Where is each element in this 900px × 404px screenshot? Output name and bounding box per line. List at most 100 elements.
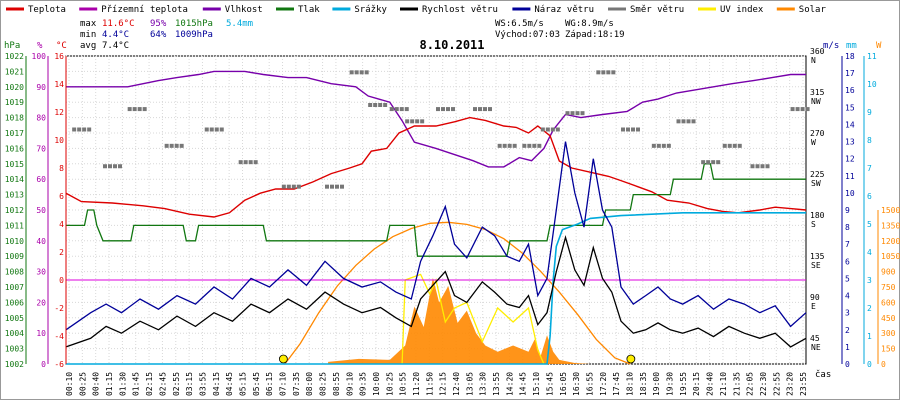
axis-wind-tick: 12 (845, 155, 855, 164)
axis-unit-hpa: hPa (4, 41, 20, 51)
axis-solar-tick: 450 (881, 314, 896, 323)
axis-pressure-tick: 1002 (5, 360, 24, 369)
axis-temperature-tick: 6 (59, 192, 64, 201)
axis-rain-tick: 1 (867, 332, 872, 341)
axis-pressure-tick: 1012 (5, 206, 24, 215)
axis-pressure-tick: 1014 (5, 175, 24, 184)
axis-pressure-tick: 1008 (5, 268, 24, 277)
axis-winddir-deg: 45 (810, 334, 820, 343)
axis-winddir-label: W (811, 138, 816, 147)
axis-winddir-deg: 135 (810, 252, 825, 261)
axis-winddir-label: SW (811, 179, 821, 188)
wind-direction-mark (701, 160, 706, 165)
axis-pressure-tick: 1006 (5, 298, 24, 307)
axis-rain-tick: 3 (867, 276, 872, 285)
legend-label: Rychlost větru (422, 5, 498, 15)
axis-humidity-tick: 100 (32, 52, 47, 61)
axis-rain-tick: 4 (867, 248, 872, 257)
legend-label: Vlhkost (225, 5, 263, 15)
x-tick-label: 01:45 (132, 372, 141, 396)
wind-direction-mark (676, 119, 681, 124)
axis-wind-tick: 3 (845, 309, 850, 318)
wind-direction-mark (394, 107, 399, 112)
axis-humidity-tick: 60 (36, 175, 46, 184)
wind-direction-mark (389, 107, 394, 112)
axis-temperature-tick: 8 (59, 164, 64, 173)
series-tlak (66, 163, 806, 257)
axis-humidity-tick: 30 (36, 268, 46, 277)
wind-direction-mark (248, 160, 253, 165)
x-tick-label: 07:10 (279, 372, 288, 396)
wind-direction-mark (87, 127, 92, 132)
axis-rain-tick: 10 (867, 80, 877, 89)
x-tick-label: 19:30 (666, 372, 675, 396)
axis-unit-wind: m/s (823, 41, 839, 51)
x-tick-label: 16:05 (559, 372, 568, 396)
axis-wind-tick: 13 (845, 138, 855, 147)
axis-winddir-deg: 225 (810, 170, 825, 179)
wind-direction-mark (77, 127, 82, 132)
x-tick-label: 00:25 (78, 372, 87, 396)
wind-direction-mark (164, 143, 169, 148)
legend: Teplota Přízemní teplota Vlhkost Tlak Srážky… (6, 5, 826, 15)
wind-direction-mark (214, 127, 219, 132)
series-teplota (65, 116, 807, 218)
axis-winddir-label: S (811, 220, 816, 229)
wind-direction-mark (451, 107, 455, 112)
axis-rain-tick: 9 (867, 108, 872, 117)
wind-direction-mark (127, 107, 132, 112)
wind-direction-mark (755, 164, 760, 169)
axis-wind-tick: 4 (845, 292, 850, 301)
axis-wind-tick: 10 (845, 189, 855, 198)
axis-unit-labels: hPa % °C mm m/s W (4, 41, 882, 51)
wind-direction-mark (420, 119, 425, 124)
x-tick-label: 13:05 (465, 372, 474, 396)
stats-min-label: min (80, 30, 96, 40)
wind-direction-mark (532, 143, 537, 148)
info-sunset: Západ:18:19 (565, 30, 625, 40)
wind-direction-mark (555, 127, 560, 132)
legend-label: Teplota (28, 5, 66, 15)
x-tick-label: 18:35 (639, 372, 648, 396)
wind-direction-mark (706, 160, 711, 165)
axis-pressure-tick: 1009 (5, 252, 24, 261)
wind-direction-mark (722, 143, 727, 148)
wind-direction-mark (631, 127, 635, 132)
wind-direction-mark (364, 70, 369, 75)
x-tick-label: 12:15 (439, 372, 448, 396)
series-naraz-vetru (65, 141, 807, 331)
wind-direction-mark (651, 143, 656, 148)
axis-temperature-tick: 12 (54, 108, 64, 117)
x-tick-label: 11:50 (425, 372, 434, 396)
axis-temperature-tick: 2 (59, 248, 64, 257)
axis-winddir-deg: 270 (810, 129, 825, 138)
x-tick-label: 22:05 (746, 372, 755, 396)
x-tick-label: 08:55 (332, 372, 341, 396)
x-tick-label: 13:30 (479, 372, 488, 396)
info-sunrise: Východ:07:03 (495, 30, 560, 40)
axis-humidity-tick: 20 (36, 298, 46, 307)
x-tick-label: 22:55 (772, 372, 781, 396)
axis-pressure-tick: 1004 (5, 329, 24, 338)
wind-direction-mark (596, 70, 601, 75)
wind-direction-mark (113, 164, 117, 169)
legend-label: Náraz větru (534, 5, 594, 15)
x-tick-label: 14:20 (505, 372, 514, 396)
x-tick-label: 11:20 (412, 372, 421, 396)
axis-wind-tick: 15 (845, 103, 855, 112)
axis-winddir-deg: 90 (810, 293, 820, 302)
wind-direction-mark (209, 127, 214, 132)
wind-direction-mark (404, 107, 409, 112)
wind-direction-mark (502, 143, 507, 148)
wind-direction-mark (527, 143, 532, 148)
axis-wind-tick: 7 (845, 240, 850, 249)
wind-sun-info: WS:6.5m/s WG:8.9m/s Východ:07:03 Západ:1… (495, 19, 625, 40)
wind-direction-mark (286, 184, 291, 189)
wind-direction-mark (368, 103, 373, 107)
series-vlhkost (66, 70, 806, 168)
x-tick-label: 12:40 (452, 372, 461, 396)
wind-direction-mark (621, 127, 625, 132)
x-tick-label: 05:15 (238, 372, 247, 396)
legend-label: Směr větru (630, 5, 684, 15)
wind-direction-mark (174, 143, 179, 148)
